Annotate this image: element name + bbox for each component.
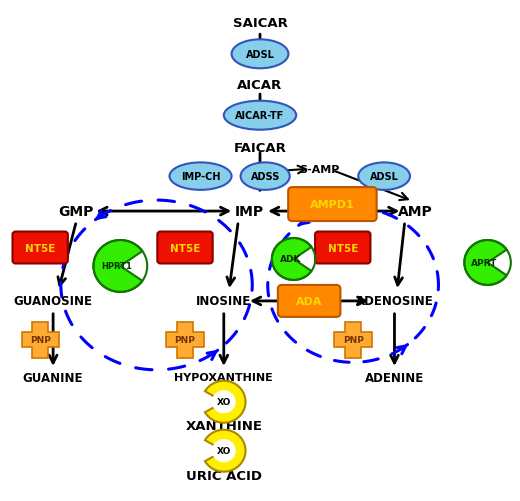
Text: ADENOSINE: ADENOSINE <box>356 295 433 308</box>
Text: GUANINE: GUANINE <box>23 371 83 384</box>
Polygon shape <box>166 322 204 358</box>
Polygon shape <box>21 322 59 358</box>
Ellipse shape <box>224 102 296 130</box>
Text: S-AMP: S-AMP <box>300 164 340 174</box>
Text: NT5E: NT5E <box>25 243 55 253</box>
Text: APRT: APRT <box>471 259 497 268</box>
Text: IMP-CH: IMP-CH <box>181 172 220 182</box>
Text: PNP: PNP <box>175 336 196 345</box>
Text: AMP: AMP <box>398 204 433 218</box>
Text: AMPD1: AMPD1 <box>310 200 355 209</box>
Text: HPRT1: HPRT1 <box>101 262 132 271</box>
Text: XO: XO <box>217 397 231 406</box>
Wedge shape <box>94 240 142 293</box>
Ellipse shape <box>358 163 410 190</box>
Text: PNP: PNP <box>343 336 363 345</box>
FancyBboxPatch shape <box>315 232 370 264</box>
Circle shape <box>213 440 235 461</box>
Text: NT5E: NT5E <box>328 243 358 253</box>
Circle shape <box>213 391 235 413</box>
Text: PNP: PNP <box>30 336 50 345</box>
Text: ADSS: ADSS <box>251 172 280 182</box>
Polygon shape <box>334 322 372 358</box>
Text: IMP: IMP <box>235 204 264 218</box>
Text: GMP: GMP <box>59 204 94 218</box>
Wedge shape <box>464 240 506 286</box>
Ellipse shape <box>231 40 289 69</box>
Text: FAICAR: FAICAR <box>233 142 287 155</box>
Wedge shape <box>272 238 311 281</box>
Text: NT5E: NT5E <box>170 243 200 253</box>
Text: SAICAR: SAICAR <box>232 18 288 30</box>
Wedge shape <box>205 381 245 423</box>
Wedge shape <box>205 430 245 472</box>
Text: INOSINE: INOSINE <box>196 295 251 308</box>
FancyBboxPatch shape <box>278 286 341 317</box>
Text: HYPOXANTHINE: HYPOXANTHINE <box>174 373 273 383</box>
Text: XO: XO <box>217 446 231 455</box>
Text: ADSL: ADSL <box>245 50 275 60</box>
Text: XANTHINE: XANTHINE <box>185 419 262 432</box>
Text: ADENINE: ADENINE <box>365 371 424 384</box>
Text: URIC ACID: URIC ACID <box>186 469 262 482</box>
Text: ADA: ADA <box>296 296 322 306</box>
Text: ADK: ADK <box>280 255 301 264</box>
Ellipse shape <box>241 163 290 190</box>
FancyBboxPatch shape <box>288 188 376 221</box>
FancyBboxPatch shape <box>158 232 213 264</box>
Text: GUANOSINE: GUANOSINE <box>14 295 93 308</box>
Text: AICAR-TF: AICAR-TF <box>236 111 284 121</box>
Text: AICAR: AICAR <box>237 79 283 92</box>
Ellipse shape <box>170 163 231 190</box>
Text: ADSL: ADSL <box>370 172 398 182</box>
FancyBboxPatch shape <box>12 232 68 264</box>
